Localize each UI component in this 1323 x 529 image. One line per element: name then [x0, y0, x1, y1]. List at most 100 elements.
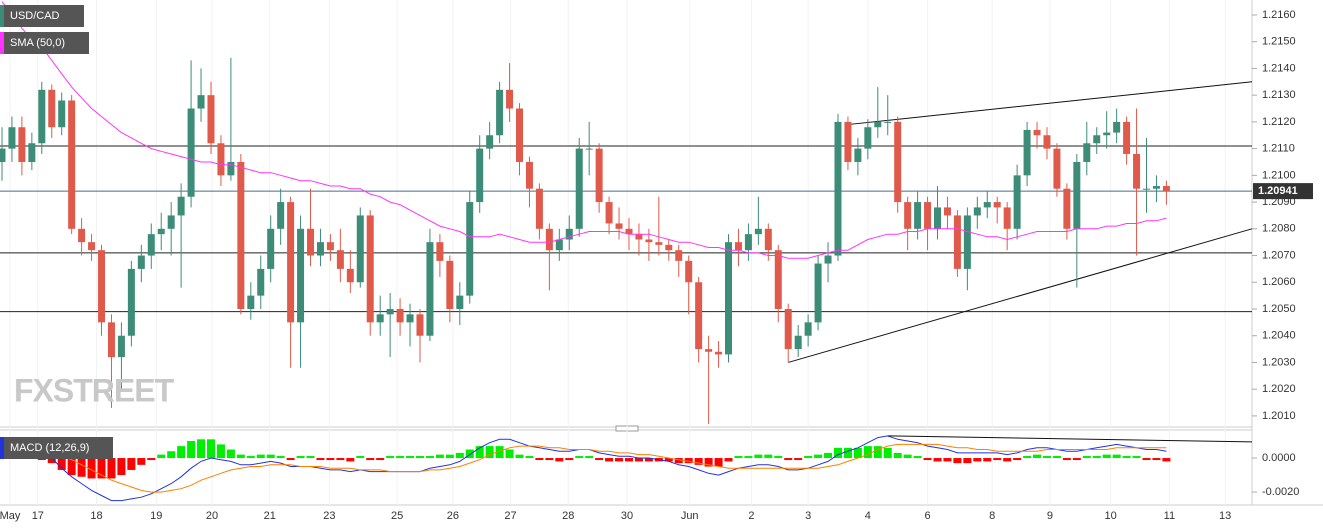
candle-body	[754, 228, 762, 235]
histogram-bar	[137, 458, 146, 465]
candle-body	[973, 207, 981, 216]
histogram-bar	[585, 456, 594, 459]
histogram-bar	[1092, 456, 1101, 459]
candle-body	[486, 135, 494, 149]
candle-body	[665, 244, 673, 251]
histogram-bar	[425, 456, 434, 459]
histogram-bar	[535, 458, 544, 461]
candle-body	[645, 239, 653, 243]
candle-body	[1013, 175, 1021, 229]
candle-body	[625, 228, 633, 235]
histogram-bar	[615, 458, 624, 462]
candle-body	[705, 349, 713, 352]
candle-body	[287, 202, 295, 323]
histogram-bar	[167, 451, 176, 459]
histogram-bar	[495, 446, 504, 459]
candle-body	[1053, 148, 1061, 189]
candle-body	[525, 161, 533, 189]
histogram-bar	[1142, 458, 1151, 461]
candle-body	[506, 89, 514, 109]
candle-body	[1143, 188, 1151, 190]
candle-body	[446, 260, 454, 309]
histogram-bar	[316, 458, 325, 461]
histogram-bar	[933, 458, 942, 462]
y-tick-label: -0.0020	[1262, 486, 1299, 498]
candle-body	[426, 242, 434, 336]
histogram-bar	[1122, 456, 1131, 459]
legend-swatch	[0, 32, 4, 54]
candle-body	[38, 89, 46, 144]
candle-body	[934, 207, 942, 229]
histogram-bar	[804, 456, 813, 459]
histogram-bar	[575, 456, 584, 459]
histogram-bar	[246, 456, 255, 459]
x-tick-label: 23	[323, 510, 335, 522]
candle-body	[336, 250, 344, 269]
candle-body	[784, 308, 792, 350]
histogram-bar	[843, 447, 852, 459]
histogram-bar	[415, 456, 424, 459]
trendline	[788, 228, 1253, 363]
candle-body	[316, 242, 324, 256]
candle-body	[1113, 121, 1121, 133]
line	[1, 1, 1167, 259]
x-tick-label: 3	[805, 510, 811, 522]
histogram-bar	[1132, 456, 1141, 459]
candle-body	[107, 322, 115, 358]
histogram-bar	[923, 458, 932, 461]
candle-body	[565, 228, 573, 240]
histogram-bar	[266, 454, 275, 459]
histogram-bar	[684, 458, 693, 464]
candle-body	[1162, 186, 1170, 192]
candle-body	[376, 314, 384, 323]
candle-body	[874, 121, 882, 128]
histogram-bar	[1013, 458, 1022, 461]
candle-body	[147, 234, 155, 256]
x-tick-label: 21	[264, 510, 276, 522]
candle-body	[1073, 161, 1081, 229]
candle-body	[88, 242, 96, 251]
candle-body	[615, 223, 623, 229]
candle-body	[496, 89, 504, 136]
trendline	[887, 435, 1253, 443]
candle-body	[416, 314, 424, 336]
x-tick-label: 17	[32, 510, 44, 522]
y-tick-label: 1.2030	[1262, 356, 1296, 368]
histogram-bar	[724, 458, 733, 462]
histogram-bar	[326, 458, 335, 461]
x-tick-label: 30	[621, 510, 633, 522]
y-tick-label: 1.2160	[1262, 9, 1296, 21]
candle-body	[406, 314, 414, 323]
candle-body	[366, 215, 374, 323]
candle-body	[187, 108, 195, 197]
x-tick-label: 25	[391, 510, 403, 522]
histogram-bar	[465, 449, 474, 459]
histogram-bar	[1152, 458, 1161, 461]
histogram-bar	[794, 458, 803, 461]
candle-body	[466, 202, 474, 296]
candle-body	[1103, 132, 1111, 136]
candle-body	[764, 228, 772, 251]
histogram-bar	[744, 456, 753, 459]
legend-box	[0, 5, 84, 27]
histogram-bar	[624, 458, 633, 462]
histogram-bar	[236, 454, 245, 459]
candle-body	[1063, 188, 1071, 229]
histogram-bar	[127, 458, 136, 470]
histogram-bar	[505, 449, 514, 459]
x-tick-label: 2	[748, 510, 754, 522]
histogram-bar	[1112, 454, 1121, 459]
candle-body	[28, 143, 36, 162]
candle-body	[864, 127, 872, 149]
y-tick-label: 1.2110	[1262, 143, 1295, 155]
trendline	[847, 81, 1253, 126]
candle-body	[267, 228, 275, 269]
legend-box	[0, 32, 89, 54]
candle-body	[98, 250, 106, 323]
candle-body	[207, 95, 215, 144]
histogram-bar	[475, 446, 484, 459]
histogram-bar	[356, 456, 365, 459]
histogram-bar	[774, 456, 783, 459]
candle-body	[1003, 207, 1011, 229]
candle-body	[48, 89, 56, 128]
